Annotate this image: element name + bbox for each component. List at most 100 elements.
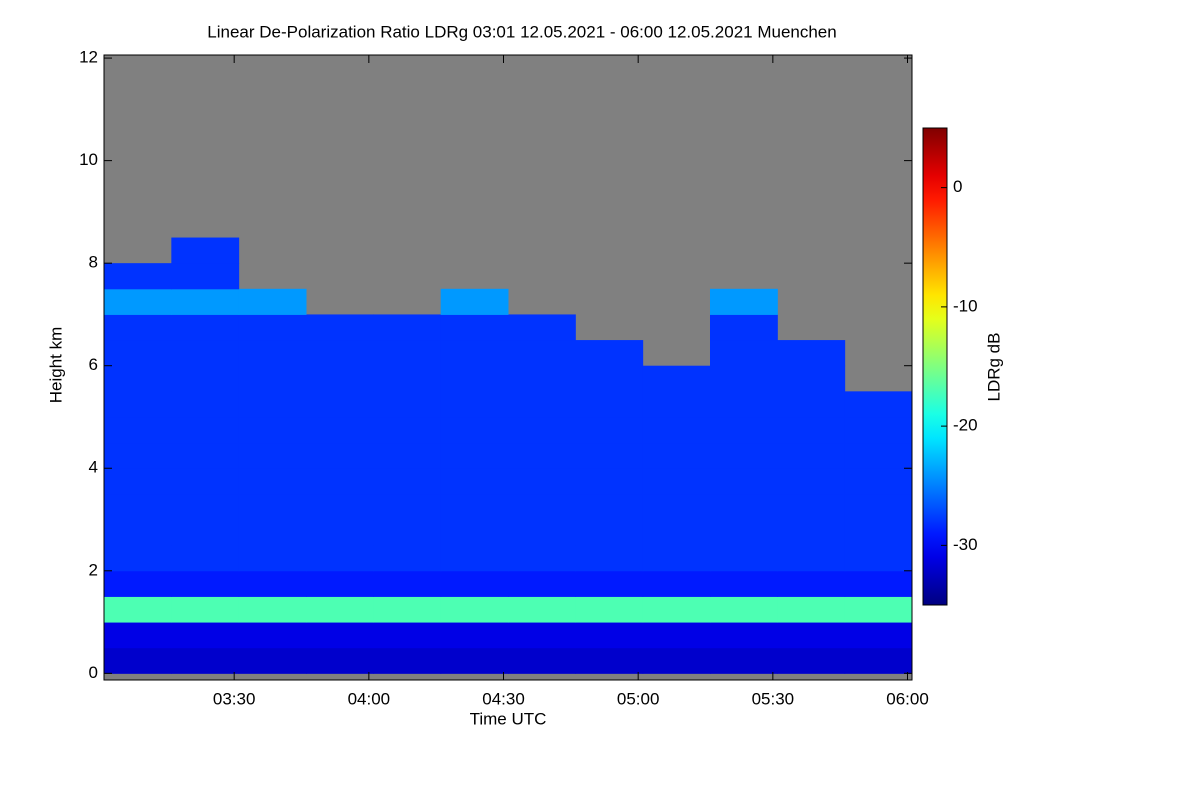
heatmap-cell (104, 288, 172, 315)
y-tick-label: 8 (89, 253, 98, 272)
heatmap-cell (440, 468, 509, 495)
heatmap-cell (710, 545, 778, 572)
heatmap-cell (373, 442, 442, 469)
heatmap-cell (710, 647, 778, 674)
heatmap-cell (104, 391, 172, 418)
heatmap-cell (306, 493, 374, 521)
y-axis-label: Height km (46, 327, 65, 404)
heatmap-cell (440, 416, 509, 444)
heatmap-cell (440, 288, 509, 315)
heatmap-cell (440, 365, 509, 392)
heatmap-cell (642, 545, 711, 572)
x-tick-label: 03:30 (213, 689, 256, 708)
heatmap-cell (710, 288, 778, 315)
heatmap-cell (104, 493, 172, 521)
heatmap-cell (844, 596, 913, 623)
heatmap-cell (440, 340, 509, 367)
heatmap-cell (171, 442, 240, 469)
heatmap-cell (104, 570, 172, 597)
heatmap-cell (238, 391, 307, 418)
heatmap-cell (508, 416, 576, 444)
heatmap-cell (642, 570, 711, 597)
colorbar (922, 127, 948, 606)
heatmap-cell (238, 365, 307, 392)
heatmap-cell (508, 596, 576, 623)
heatmap-cell (171, 647, 240, 674)
heatmap-cell (575, 622, 644, 649)
heatmap-cell (642, 416, 711, 444)
colorbar-tick-label: -30 (953, 535, 978, 554)
heatmap-cell (104, 468, 172, 495)
heatmap-cell (642, 391, 711, 418)
heatmap-cell (238, 622, 307, 649)
x-axis-label: Time UTC (470, 709, 547, 728)
heatmap-cell (844, 391, 913, 418)
heatmap-cell (777, 340, 846, 367)
heatmap-cell (238, 416, 307, 444)
heatmap-cell (710, 468, 778, 495)
heatmap-cell (104, 340, 172, 367)
heatmap-cell (844, 622, 913, 649)
heatmap-cell (575, 493, 644, 521)
heatmap-cell (508, 519, 576, 546)
x-tick-label: 05:30 (752, 689, 795, 708)
heatmap-cell (373, 314, 442, 341)
y-tick-label: 6 (89, 355, 98, 374)
heatmap-cell (306, 416, 374, 444)
heatmap-cell (575, 647, 644, 674)
y-tick-label: 12 (79, 48, 98, 67)
colorbar-tick-label: -10 (953, 296, 978, 315)
heatmap-cell (777, 365, 846, 392)
heatmap-cell (440, 442, 509, 469)
heatmap-cell (508, 365, 576, 392)
heatmap-cell (238, 519, 307, 546)
y-tick-label: 4 (89, 458, 98, 477)
heatmap-cell (440, 314, 509, 341)
heatmap-cell (104, 647, 172, 674)
heatmap-cell (710, 596, 778, 623)
heatmap-cell (104, 416, 172, 444)
heatmap-cell (238, 340, 307, 367)
heatmap-cell (306, 647, 374, 674)
heatmap-cell (171, 596, 240, 623)
heatmap-cell (575, 570, 644, 597)
heatmap-cell (104, 622, 172, 649)
heatmap-cell (710, 416, 778, 444)
colorbar-tick-label: -20 (953, 416, 978, 435)
heatmap-cell (238, 596, 307, 623)
heatmap-cell (373, 493, 442, 521)
heatmap-cell (710, 622, 778, 649)
y-tick-label: 2 (89, 560, 98, 579)
heatmap-cell (777, 647, 846, 674)
heatmap-cell (508, 622, 576, 649)
heatmap-cell (844, 416, 913, 444)
heatmap-cell (373, 340, 442, 367)
heatmap-cell (171, 237, 240, 264)
colorbar-tick-label: 0 (953, 177, 962, 196)
heatmap-cell (777, 416, 846, 444)
heatmap-cell (710, 365, 778, 392)
x-tick-label: 04:00 (348, 689, 391, 708)
heatmap-cell (171, 365, 240, 392)
heatmap-cell (171, 263, 240, 290)
x-tick-label: 06:00 (886, 689, 929, 708)
heatmap-cell (440, 519, 509, 546)
heatmap-cell (306, 545, 374, 572)
heatmap-cell (508, 314, 576, 341)
heatmap-cell (710, 391, 778, 418)
heatmap-cell (575, 596, 644, 623)
heatmap-cell (171, 314, 240, 341)
heatmap-cell (575, 442, 644, 469)
heatmap-cell (777, 545, 846, 572)
heatmap-cell (104, 596, 172, 623)
heatmap-cell (710, 570, 778, 597)
heatmap-cell (777, 596, 846, 623)
heatmap-cell (440, 596, 509, 623)
heatmap-cell (844, 442, 913, 469)
heatmap-cell (238, 493, 307, 521)
heatmap-cell (104, 263, 172, 290)
heatmap-cell (306, 442, 374, 469)
heatmap-cell (642, 596, 711, 623)
heatmap-cell (575, 391, 644, 418)
